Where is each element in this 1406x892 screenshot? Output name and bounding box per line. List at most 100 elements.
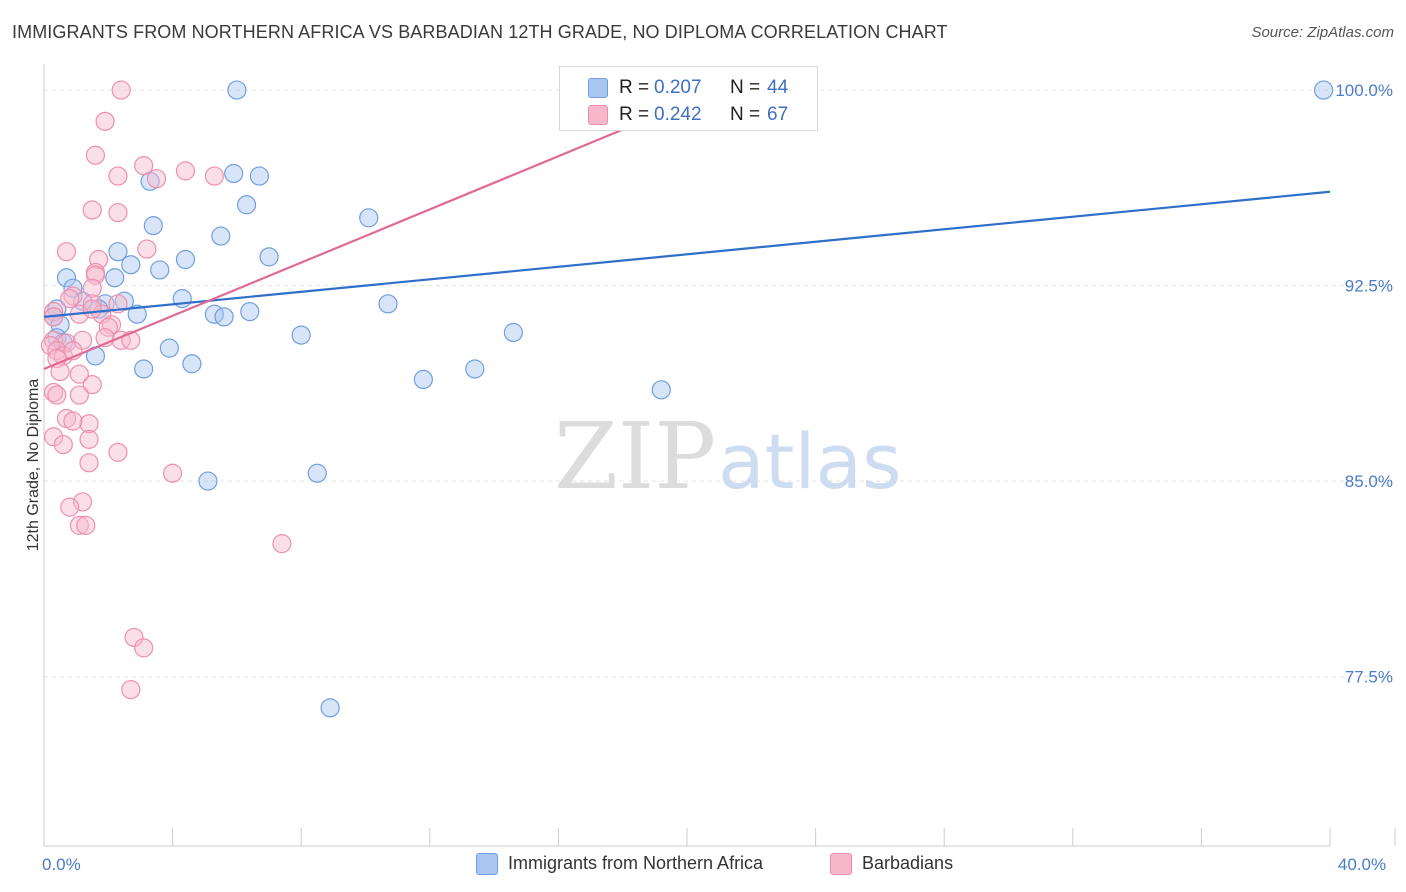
point-northern-africa <box>182 354 202 374</box>
data-points <box>40 80 1334 718</box>
point-northern-africa <box>134 359 154 379</box>
point-barbadian <box>272 534 292 554</box>
legend-n-label: N = <box>730 77 761 98</box>
point-barbadian <box>111 80 131 100</box>
source-credit: Source: ZipAtlas.com <box>1251 24 1394 41</box>
point-northern-africa <box>56 268 77 288</box>
point-barbadian <box>146 169 167 189</box>
point-barbadian <box>69 364 89 384</box>
point-barbadian <box>63 411 83 431</box>
legend-r-label: R = <box>619 104 650 125</box>
point-northern-africa <box>359 208 379 228</box>
point-northern-africa <box>1313 80 1334 100</box>
bottom-legend-label: Barbadians <box>862 853 954 873</box>
point-barbadian <box>79 453 99 473</box>
point-barbadian <box>69 385 89 405</box>
watermark: ZIP atlas <box>554 403 902 510</box>
point-barbadian <box>108 166 128 186</box>
x-tick-label: 40.0% <box>1338 855 1386 874</box>
point-northern-africa <box>127 304 147 324</box>
point-barbadian <box>85 145 106 165</box>
point-northern-africa <box>651 380 671 400</box>
x-tick-label: 0.0% <box>42 855 81 874</box>
point-barbadian <box>76 515 96 535</box>
point-northern-africa <box>89 299 109 319</box>
point-barbadian <box>47 341 67 361</box>
point-northern-africa <box>214 307 234 327</box>
axis-labels: 77.5% 85.0% 92.5% 100.0% 0.0% 40.0% <box>42 81 1393 874</box>
correlation-legend: R = 0.207 N = 44 R = 0.242 N = 67 <box>559 66 818 131</box>
point-northern-africa <box>224 163 244 184</box>
point-barbadian <box>95 111 115 131</box>
legend-n-value: 44 <box>767 77 789 98</box>
point-barbadian <box>124 627 144 648</box>
point-barbadian <box>108 202 128 223</box>
bottom-legend-label: Immigrants from Northern Africa <box>508 853 764 873</box>
point-barbadian <box>108 442 128 462</box>
y-tick-label: 92.5% <box>1345 277 1393 296</box>
point-northern-africa <box>143 216 163 236</box>
legend-r-label: R = <box>619 77 650 98</box>
point-northern-africa <box>320 698 340 718</box>
point-northern-africa <box>121 255 141 275</box>
y-tick-label: 77.5% <box>1345 668 1393 687</box>
point-barbadian <box>44 427 64 447</box>
point-northern-africa <box>240 302 260 322</box>
y-tick-label: 100.0% <box>1335 81 1393 100</box>
point-northern-africa <box>150 260 170 280</box>
legend-swatch-blue <box>588 78 608 98</box>
point-barbadian <box>82 375 102 395</box>
watermark-atlas: atlas <box>718 417 902 506</box>
point-northern-africa <box>175 249 196 270</box>
point-northern-africa <box>211 226 231 246</box>
point-barbadian <box>72 492 93 512</box>
point-barbadian <box>60 289 80 309</box>
point-barbadian <box>79 414 99 434</box>
point-northern-africa <box>378 294 398 314</box>
point-barbadian <box>134 638 154 658</box>
bottom-legend-swatch-blue <box>476 853 498 875</box>
point-northern-africa <box>227 80 247 100</box>
point-northern-africa <box>198 471 218 491</box>
legend-r-value: 0.207 <box>654 77 702 98</box>
point-northern-africa <box>159 338 179 358</box>
point-barbadian <box>134 156 154 176</box>
point-barbadian <box>82 200 102 220</box>
point-northern-africa <box>291 325 311 345</box>
point-barbadian <box>163 463 183 483</box>
point-barbadian <box>98 317 118 337</box>
point-barbadian <box>56 242 77 262</box>
axes <box>43 64 1396 847</box>
point-northern-africa <box>105 268 125 288</box>
legend-row-barbadians: R = 0.242 N = 67 <box>560 100 817 128</box>
point-barbadian <box>82 278 102 298</box>
point-barbadian <box>47 385 67 405</box>
point-northern-africa <box>236 195 257 215</box>
point-barbadian <box>137 239 157 259</box>
point-barbadian <box>69 515 89 535</box>
legend-n-label: N = <box>730 104 761 125</box>
grid-lines <box>44 89 1390 678</box>
point-northern-africa <box>503 322 523 343</box>
chart-title: IMMIGRANTS FROM NORTHERN AFRICA VS BARBA… <box>12 22 948 42</box>
y-tick-label: 85.0% <box>1345 472 1393 491</box>
point-barbadian <box>82 299 102 319</box>
legend-row-northern-africa: R = 0.207 N = 44 <box>560 73 817 101</box>
point-northern-africa <box>63 278 83 298</box>
point-northern-africa <box>249 166 270 186</box>
trend-line-northern-africa <box>43 190 1331 318</box>
legend-r-value: 0.242 <box>654 104 702 125</box>
point-barbadian <box>121 679 141 700</box>
point-barbadian <box>175 161 196 181</box>
legend-n-value: 67 <box>767 104 789 125</box>
point-barbadian <box>53 434 73 455</box>
point-barbadian <box>204 166 224 186</box>
point-northern-africa <box>108 242 128 262</box>
watermark-zip: ZIP <box>554 403 716 510</box>
trend-line-barbadians <box>43 107 675 370</box>
point-northern-africa <box>259 247 279 267</box>
legend-swatch-pink <box>588 105 608 125</box>
point-northern-africa <box>47 328 67 348</box>
point-barbadian <box>44 382 64 403</box>
